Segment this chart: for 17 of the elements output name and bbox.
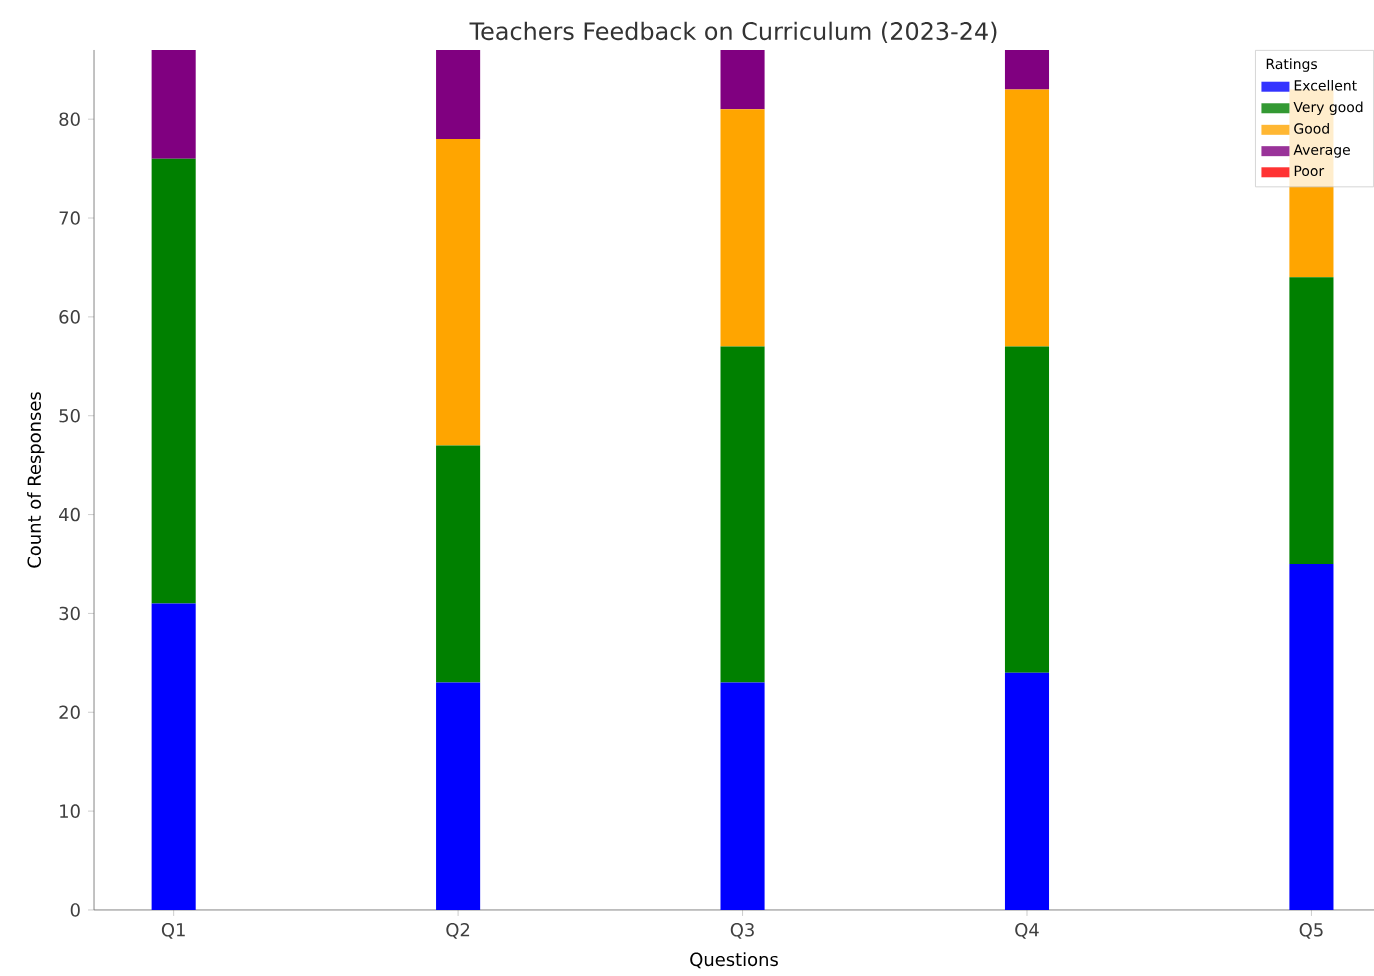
y-tick-label: 0: [70, 903, 80, 917]
x-tick-label: Q1: [161, 923, 185, 939]
y-tick-label: 50: [59, 408, 80, 423]
y-tick-label: 10: [60, 804, 80, 818]
x-tick-label: Q3: [730, 923, 754, 939]
y-axis-title: Count of Responses: [27, 392, 45, 568]
y-tick-label: 60: [59, 310, 80, 324]
x-tick-label: Q2: [446, 923, 470, 939]
y-tick-label: 20: [59, 705, 80, 720]
y-tick-label: 30: [59, 606, 80, 621]
x-tick-label: Q4: [1015, 923, 1039, 939]
y-tick-label: 40: [59, 507, 80, 522]
y-tick-label: 70: [59, 211, 80, 225]
x-axis-title: Questions: [690, 952, 778, 969]
chart-title: Teachers Feedback on Curriculum (2023-24): [469, 21, 997, 43]
x-tick-label: Q5: [1299, 923, 1323, 939]
y-tick-label: 80: [59, 112, 80, 126]
